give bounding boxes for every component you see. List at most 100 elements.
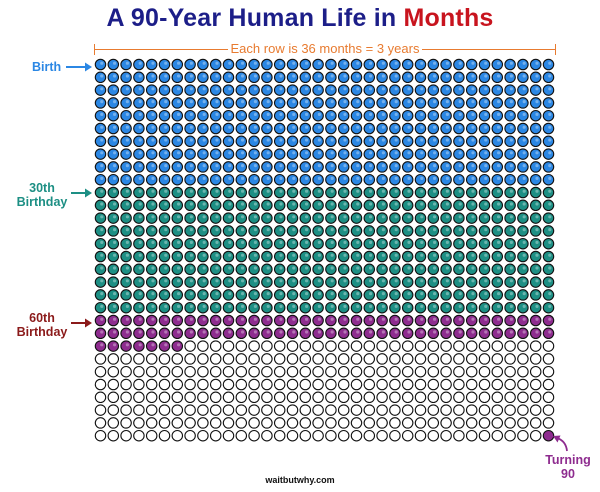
month-circle-shine bbox=[138, 279, 142, 283]
month-circle-shine bbox=[343, 87, 347, 91]
month-circle-filled bbox=[145, 135, 158, 148]
month-circle-shine bbox=[369, 240, 373, 244]
month-circle-shine bbox=[420, 100, 424, 104]
month-circle-filled bbox=[145, 84, 158, 96]
month-circle-shine bbox=[241, 279, 245, 283]
month-circle-filled bbox=[465, 148, 478, 160]
month-circle-shine bbox=[138, 100, 142, 104]
month-circle-filled bbox=[453, 109, 465, 122]
month-circle-filled bbox=[453, 58, 465, 71]
month-circle-filled bbox=[389, 263, 401, 276]
month-circle-shine bbox=[330, 228, 334, 232]
month-circle-empty bbox=[273, 340, 286, 352]
month-circle-filled bbox=[453, 84, 465, 96]
month-circle-filled bbox=[363, 250, 376, 263]
month-circle-empty bbox=[222, 365, 235, 378]
month-circle-shine bbox=[113, 253, 117, 257]
month-circle-shine bbox=[369, 164, 373, 168]
month-circle-filled bbox=[286, 327, 299, 340]
month-circle-shine bbox=[292, 317, 296, 321]
month-circle-empty bbox=[133, 429, 145, 442]
month-circle-filled bbox=[529, 327, 542, 340]
month-circle-shine bbox=[381, 202, 385, 206]
month-circle-filled bbox=[145, 148, 158, 160]
month-circle-empty bbox=[209, 429, 222, 442]
month-circle-shine bbox=[100, 138, 104, 142]
month-circle-shine bbox=[330, 74, 334, 78]
month-circle-empty bbox=[184, 365, 196, 378]
month-circle-filled bbox=[197, 148, 209, 160]
month-circle-shine bbox=[330, 304, 334, 308]
month-circle-filled bbox=[337, 212, 350, 224]
month-circle-filled bbox=[209, 173, 222, 186]
month-circle-filled bbox=[120, 225, 132, 237]
month-circle-empty bbox=[427, 340, 440, 352]
month-circle-empty bbox=[401, 391, 414, 404]
month-circle-shine bbox=[420, 253, 424, 257]
month-circle-filled bbox=[158, 58, 171, 71]
month-circle-shine bbox=[343, 253, 347, 257]
month-circle-filled bbox=[363, 148, 376, 160]
month-circle-shine bbox=[151, 279, 155, 283]
month-circle-shine bbox=[433, 74, 437, 78]
month-circle-shine bbox=[445, 202, 449, 206]
month-circle-shine bbox=[317, 317, 321, 321]
month-circle-shine bbox=[279, 176, 283, 180]
month-circle-filled bbox=[504, 109, 516, 122]
month-circle-filled bbox=[145, 263, 158, 276]
month-circle-filled bbox=[389, 109, 401, 122]
month-circle-filled bbox=[184, 122, 196, 135]
month-circle-filled bbox=[337, 135, 350, 148]
month-circle-empty bbox=[376, 340, 388, 352]
month-circle-filled bbox=[261, 301, 273, 314]
month-circle-empty bbox=[517, 353, 529, 365]
month-circle-shine bbox=[471, 176, 475, 180]
month-circle-filled bbox=[465, 276, 478, 288]
month-circle-shine bbox=[279, 189, 283, 193]
month-circle-filled bbox=[325, 84, 337, 96]
month-circle-shine bbox=[343, 151, 347, 155]
month-circle-shine bbox=[381, 266, 385, 270]
month-circle-shine bbox=[317, 112, 321, 116]
month-circle-filled bbox=[414, 250, 427, 263]
month-circle-empty bbox=[491, 353, 504, 365]
month-circle-shine bbox=[317, 74, 321, 78]
month-circle-filled bbox=[312, 276, 324, 288]
month-circle-shine bbox=[266, 279, 270, 283]
month-circle-shine bbox=[369, 189, 373, 193]
month-circle-filled bbox=[414, 135, 427, 148]
month-circle-shine bbox=[253, 164, 257, 168]
month-circle-empty bbox=[376, 365, 388, 378]
month-circle-filled bbox=[350, 148, 363, 160]
month-circle-filled bbox=[376, 58, 388, 71]
month-circle-shine bbox=[189, 240, 193, 244]
month-circle-empty bbox=[286, 340, 299, 352]
month-circle-shine bbox=[202, 151, 206, 155]
month-circle-shine bbox=[330, 151, 334, 155]
month-circle-filled bbox=[542, 97, 555, 109]
month-circle-filled bbox=[427, 173, 440, 186]
month-circle-filled bbox=[376, 212, 388, 224]
month-circle-filled bbox=[145, 237, 158, 250]
month-circle-filled bbox=[453, 199, 465, 212]
month-circle-filled bbox=[133, 237, 145, 250]
month-circle-filled bbox=[197, 263, 209, 276]
month-circle-filled bbox=[312, 237, 324, 250]
month-circle-empty bbox=[235, 429, 248, 442]
month-circle-filled bbox=[158, 97, 171, 109]
month-circle-filled bbox=[478, 148, 491, 160]
month-circle-filled bbox=[491, 161, 504, 173]
month-circle-filled bbox=[325, 161, 337, 173]
month-circle-shine bbox=[253, 330, 257, 334]
month-circle-shine bbox=[407, 228, 411, 232]
month-circle-shine bbox=[266, 266, 270, 270]
month-circle-shine bbox=[407, 112, 411, 116]
month-circle-shine bbox=[151, 202, 155, 206]
month-circle-filled bbox=[453, 314, 465, 327]
month-circle-shine bbox=[113, 189, 117, 193]
month-circle-filled bbox=[389, 186, 401, 199]
month-circle-shine bbox=[164, 202, 168, 206]
month-circle-shine bbox=[522, 317, 526, 321]
month-circle-filled bbox=[286, 237, 299, 250]
month-circle-shine bbox=[177, 215, 181, 219]
